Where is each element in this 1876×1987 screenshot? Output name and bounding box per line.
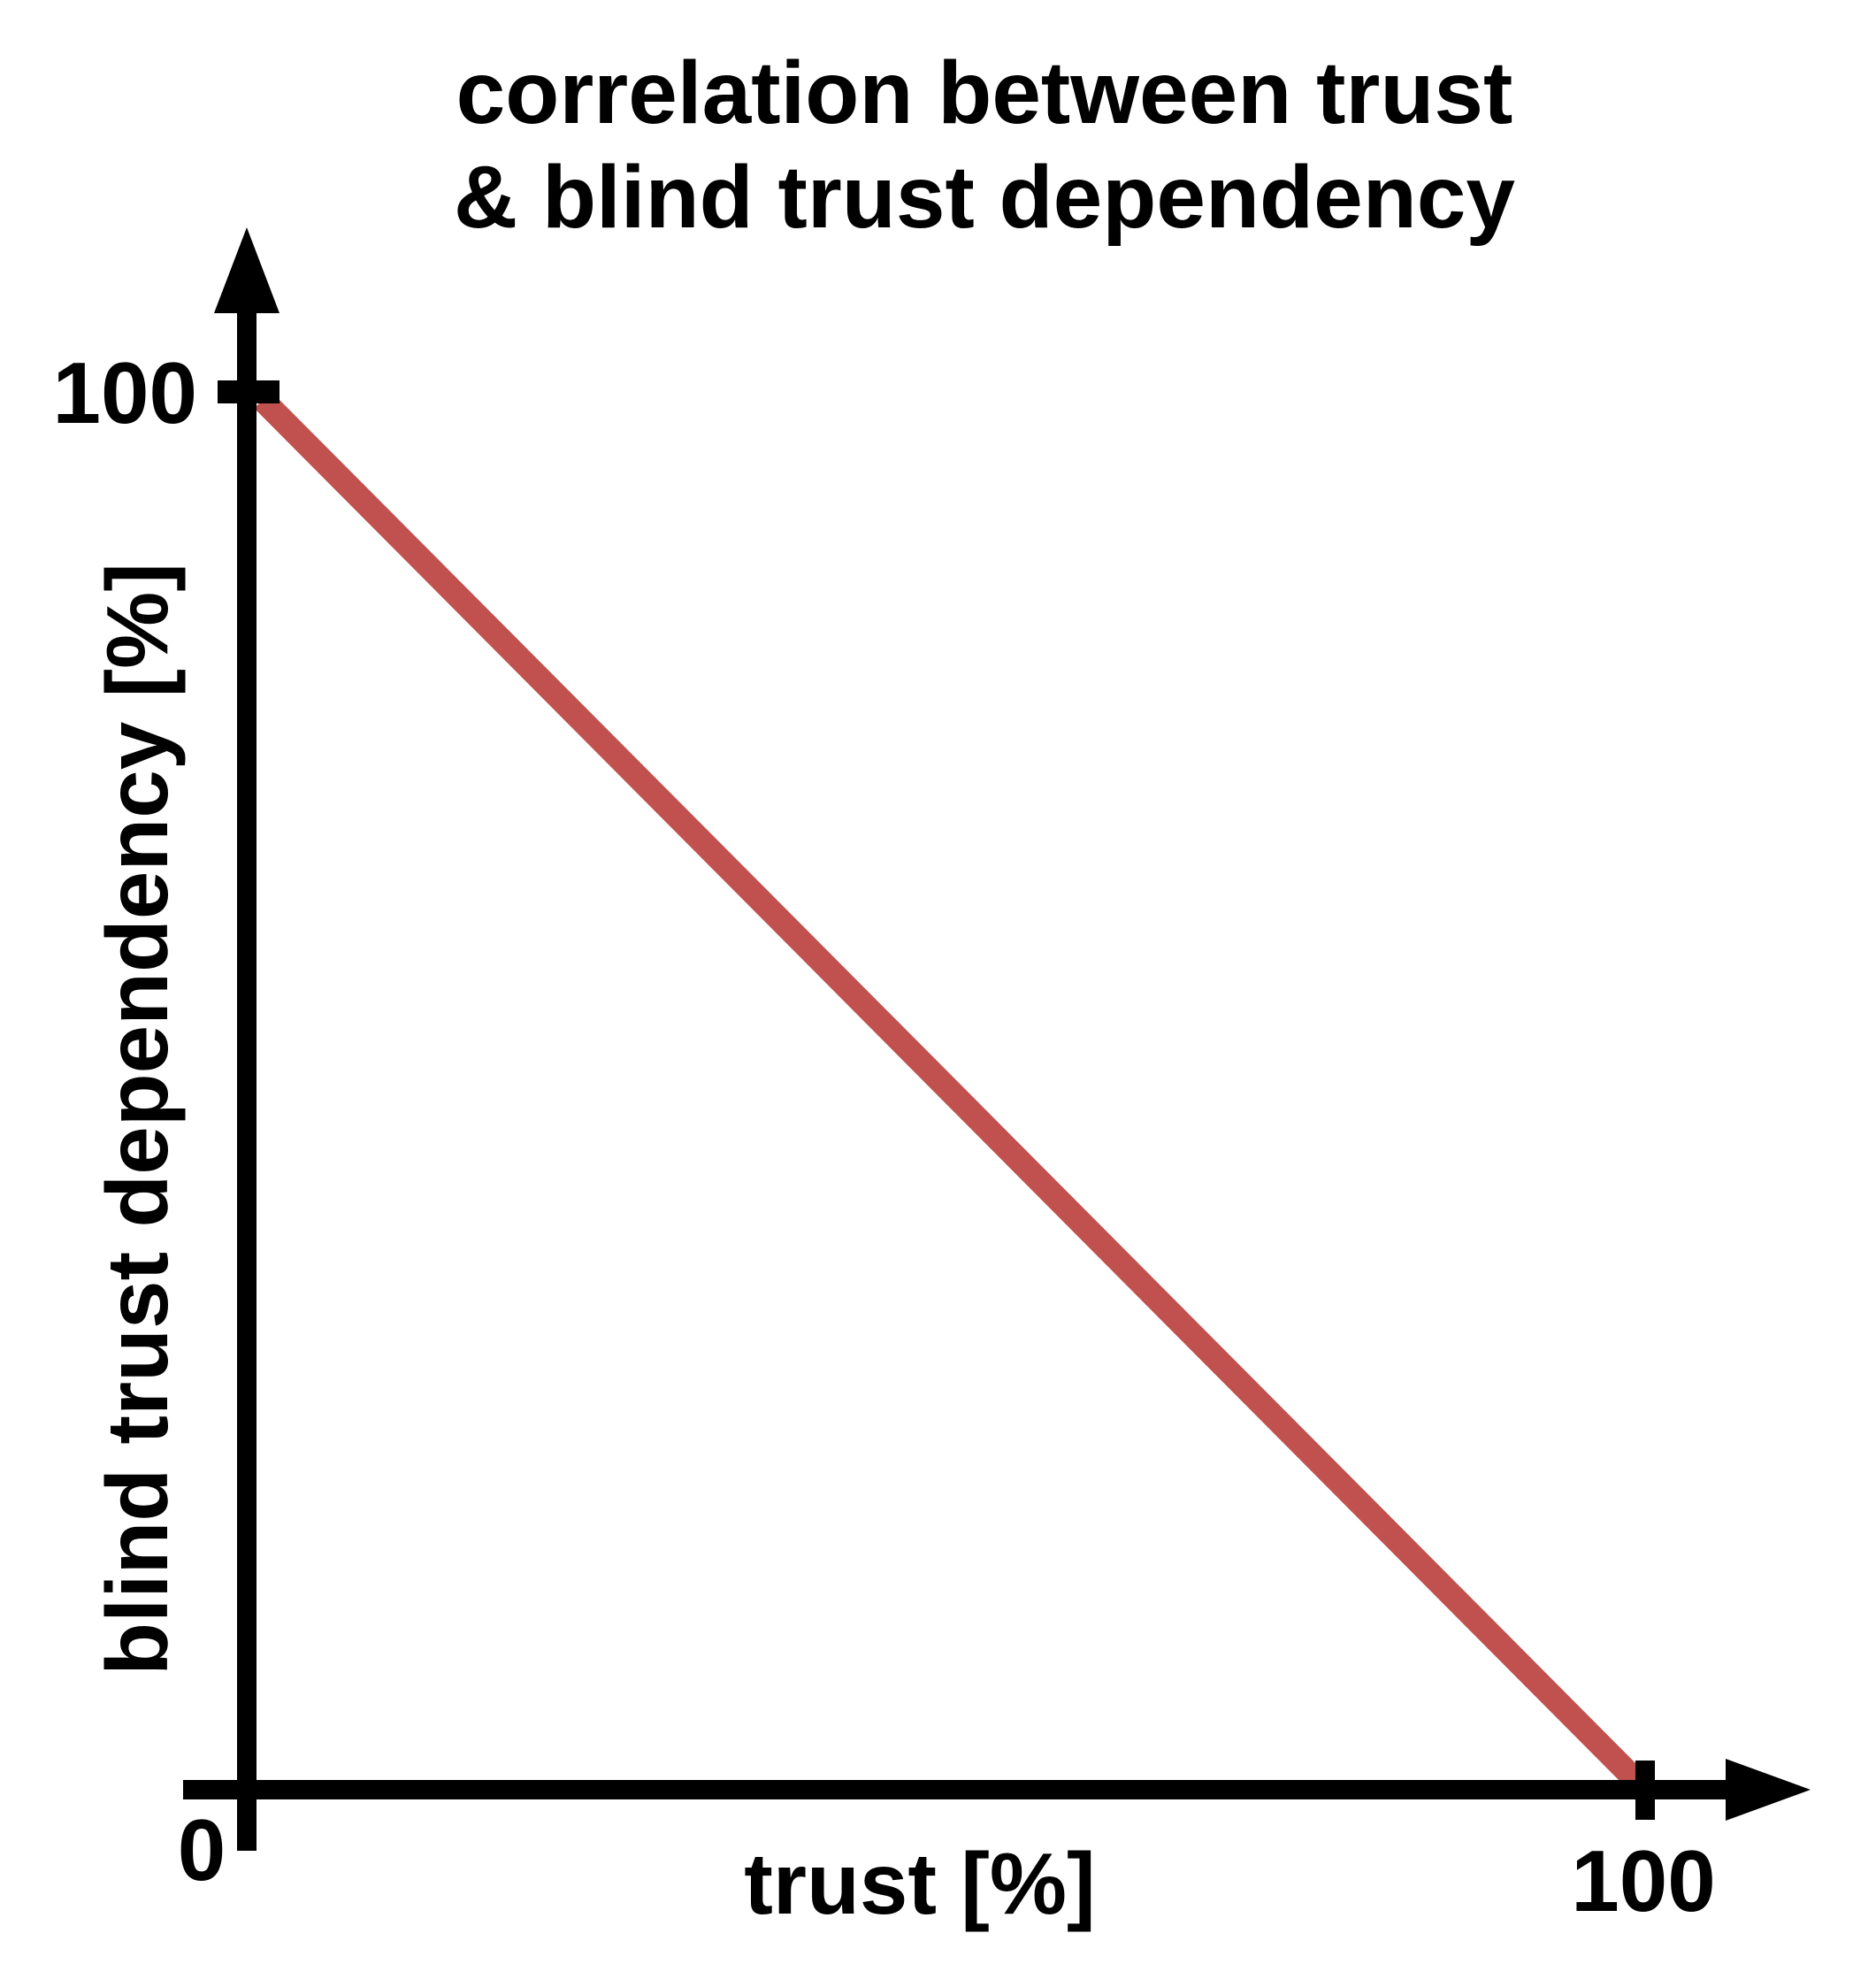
chart-title-line2: & blind trust dependency: [453, 148, 1516, 247]
x-axis-line: [183, 1780, 1729, 1799]
y-axis-tick-100: [218, 380, 279, 403]
chart-title-line1: correlation between trust: [456, 43, 1513, 142]
y-axis-title: blind trust dependency [%]: [88, 563, 186, 1676]
x-axis-tick-100: [1635, 1761, 1655, 1820]
x-tick-label-100: 100: [1571, 1832, 1716, 1929]
chart-title: correlation between trust & blind trust …: [100, 41, 1869, 249]
y-tick-label-100: 100: [52, 344, 197, 441]
y-axis-line: [237, 296, 257, 1851]
x-axis-right-arrow-icon: [1726, 1759, 1811, 1821]
y-axis-up-arrow-icon: [214, 227, 279, 313]
origin-tick-label: 0: [177, 1801, 226, 1899]
x-axis-title: trust [%]: [744, 1835, 1096, 1932]
data-line: [254, 391, 1650, 1794]
